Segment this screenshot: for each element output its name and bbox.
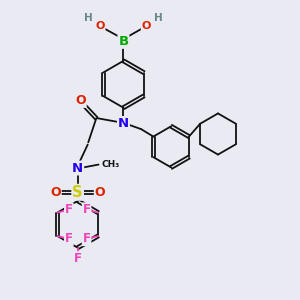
Text: O: O xyxy=(95,21,105,31)
Text: O: O xyxy=(75,94,86,107)
Text: F: F xyxy=(65,232,73,245)
Text: F: F xyxy=(65,203,73,216)
Text: F: F xyxy=(82,232,91,245)
Text: F: F xyxy=(74,252,82,265)
Text: N: N xyxy=(118,117,129,130)
Text: O: O xyxy=(95,186,105,199)
Text: O: O xyxy=(50,186,61,199)
Text: B: B xyxy=(118,35,128,48)
Text: H: H xyxy=(84,13,92,23)
Text: N: N xyxy=(72,161,83,175)
Text: H: H xyxy=(154,13,163,23)
Text: F: F xyxy=(82,203,91,216)
Text: CH₃: CH₃ xyxy=(101,160,119,169)
Text: O: O xyxy=(142,21,151,31)
Text: S: S xyxy=(73,185,83,200)
